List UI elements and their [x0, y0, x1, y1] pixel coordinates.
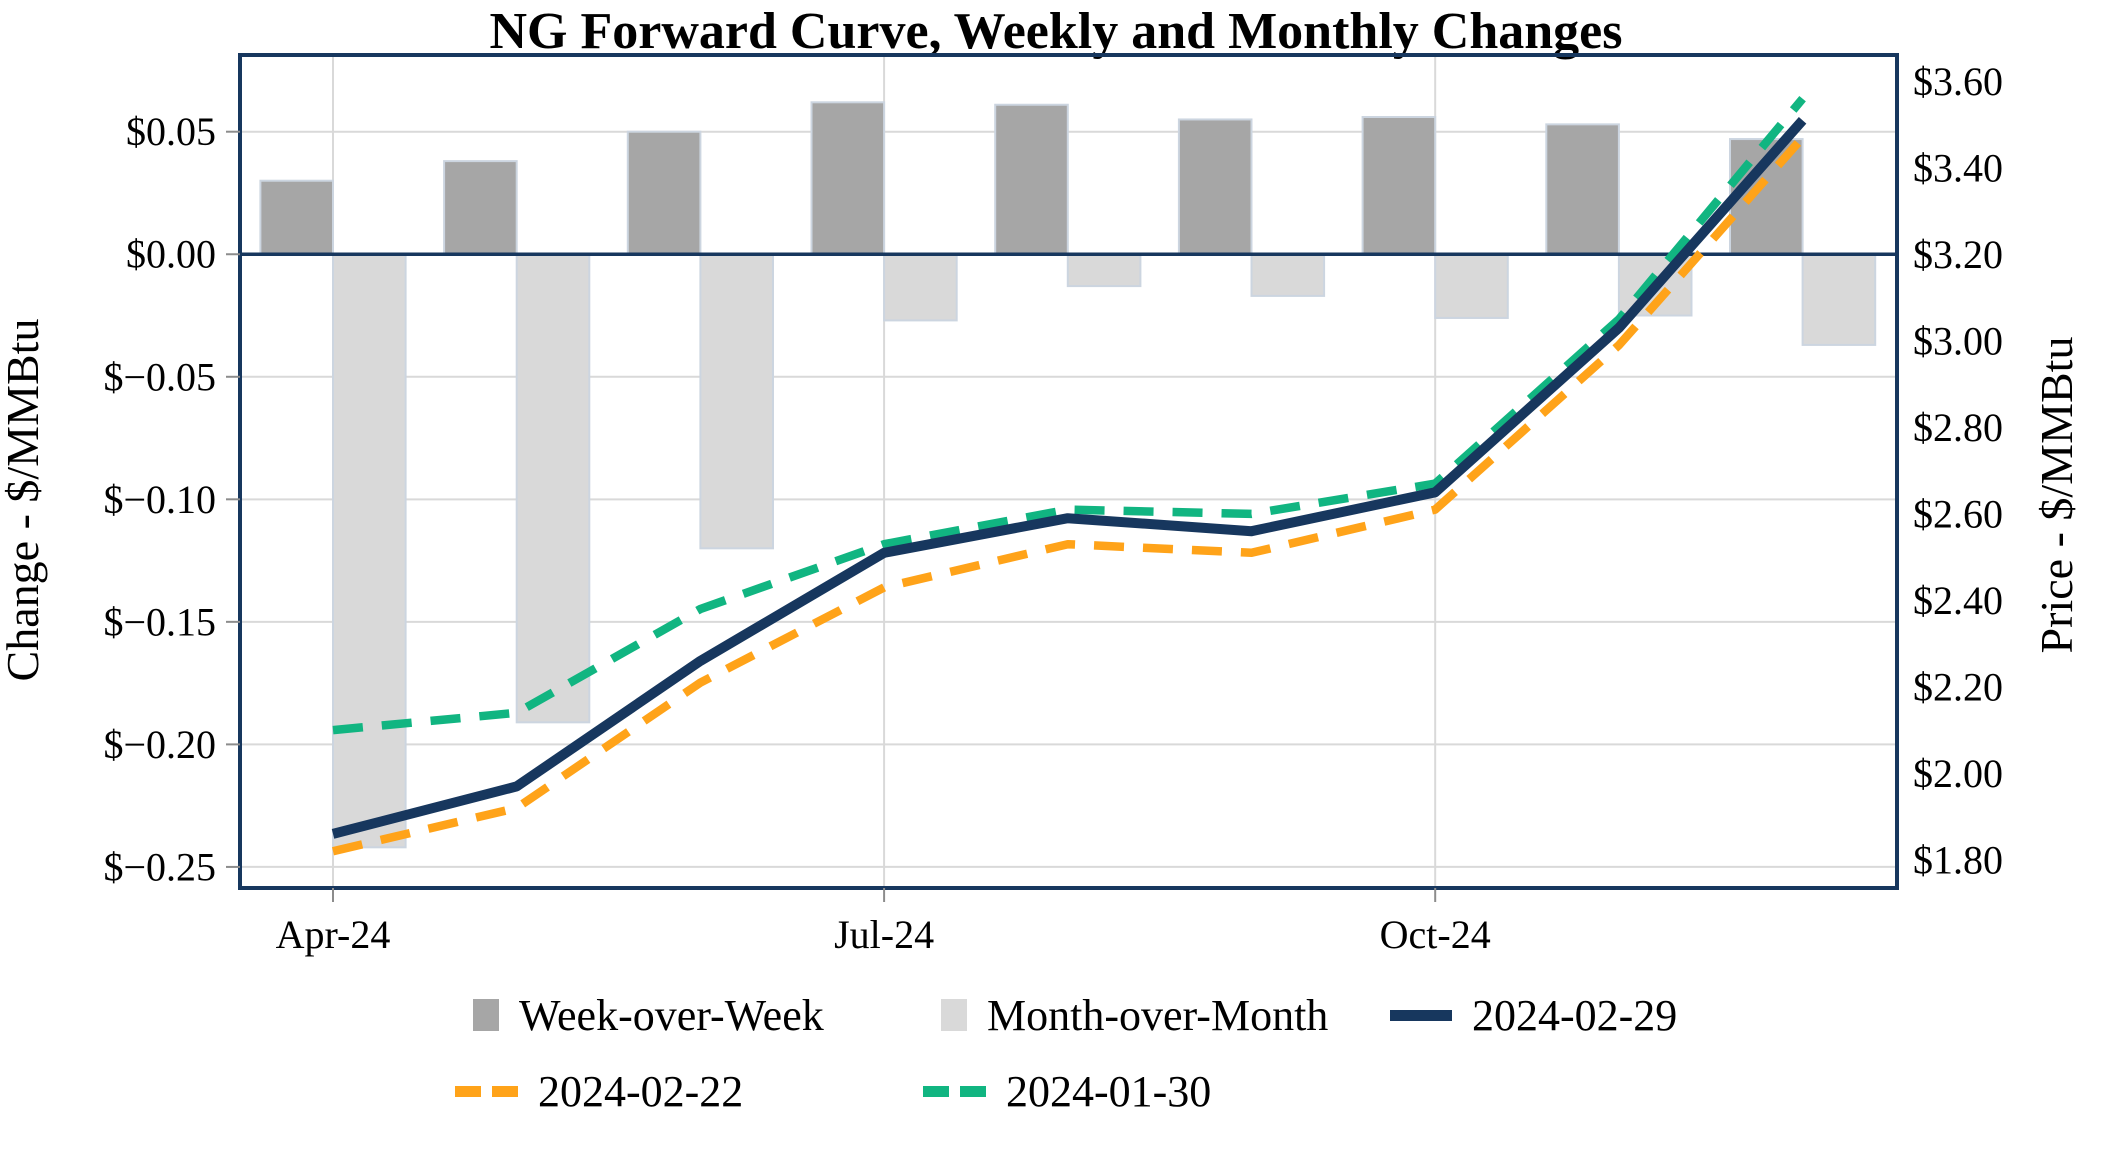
- right-axis-tick-label: $2.60: [1913, 491, 2003, 536]
- line-2024-02-22: [332, 134, 1806, 856]
- left-axis-tick-label: $−0.20: [103, 722, 216, 767]
- legend-item-2024-02-29: 2024-02-29: [1390, 989, 1677, 1041]
- legend-label: 2024-01-30: [1006, 1066, 1212, 1116]
- legend-label: Month-over-Month: [987, 990, 1329, 1040]
- right-axis-tick-label: $3.00: [1913, 318, 2003, 363]
- forward-curve-chart: $0.05 $0.00 $−0.05 $−0.10 $−0.15 $−0.20 $−0.25…: [0, 53, 2082, 957]
- left-axis-tick-label: $0.00: [126, 232, 216, 277]
- right-axis-tick-label: $1.80: [1913, 837, 2003, 882]
- bar-week-over-week-Nov-24: [1545, 123, 1620, 256]
- bar-month-over-month-Oct-24: [1434, 253, 1509, 319]
- legend-item-week-over-week: Week-over-Week: [473, 989, 824, 1041]
- right-axis-tick-label: $2.80: [1913, 405, 2003, 450]
- line-2024-02-29: [331, 116, 1807, 839]
- bar-month-over-month-Jul-24: [883, 253, 958, 322]
- bar-week-over-week-Jun-24: [626, 130, 702, 256]
- tick-marks: [226, 130, 1437, 902]
- left-axis-tick-label: $−0.10: [103, 477, 216, 522]
- legend-item-month-over-month: Month-over-Month: [941, 989, 1328, 1041]
- bar-week-over-week-Oct-24: [1361, 116, 1437, 256]
- plot-border: [238, 53, 1899, 890]
- bar-week-over-week-Apr-24: [259, 179, 334, 256]
- legend-label: 2024-02-29: [1472, 990, 1678, 1040]
- left-axis-tick-label: $−0.25: [103, 844, 216, 889]
- legend-label: 2024-02-22: [538, 1066, 744, 1116]
- legend-marker-month-over-month: [941, 999, 967, 1031]
- chart-title: NG Forward Curve, Weekly and Monthly Cha…: [489, 3, 1623, 60]
- right-axis-tick-label: $3.60: [1913, 59, 2003, 104]
- x-axis-tick-label: Apr-24: [276, 912, 391, 957]
- x-axis-tick-label: Oct-24: [1380, 912, 1491, 957]
- bar-week-over-week-Aug-24: [994, 103, 1069, 256]
- legend-marker-2024-02-22: [455, 1085, 518, 1097]
- legend-marker-2024-02-29: [1390, 1009, 1452, 1021]
- bar-month-over-month-Apr-24: [332, 253, 407, 849]
- legend-item-2024-02-22: 2024-02-22: [455, 1065, 743, 1117]
- bar-month-over-month-May-24: [515, 253, 591, 724]
- right-axis-tick-label: $2.00: [1913, 751, 2003, 796]
- right-axis-tick-label: $3.20: [1913, 232, 2003, 277]
- legend-label: Week-over-Week: [519, 990, 824, 1040]
- left-axis-title: Change - $/MMBtu: [0, 319, 48, 682]
- bar-week-over-week-Jul-24: [810, 101, 886, 256]
- left-axis-tick-label: $0.05: [126, 109, 216, 154]
- legend-item-2024-01-30: 2024-01-30: [923, 1065, 1211, 1117]
- bars-month-over-month: [332, 253, 1877, 849]
- right-axis-tick-label: $3.40: [1913, 145, 2003, 190]
- bar-month-over-month-Aug-24: [1066, 253, 1142, 288]
- left-axis-tick-label: $−0.05: [103, 354, 216, 399]
- right-axis-title: Price - $/MMBtu: [2031, 337, 2082, 654]
- x-axis-tick-label: Jul-24: [834, 912, 934, 957]
- bars-week-over-week: [259, 101, 1804, 256]
- right-axis-tick-label: $2.40: [1913, 578, 2003, 623]
- bar-week-over-week-Sep-24: [1177, 118, 1253, 256]
- left-axis-tick-label: $−0.15: [103, 599, 216, 644]
- line-2024-01-30: [332, 95, 1806, 735]
- legend-marker-week-over-week: [473, 999, 499, 1031]
- bar-month-over-month-Dec-24: [1801, 253, 1877, 346]
- bar-month-over-month-Jun-24: [699, 253, 775, 550]
- bar-week-over-week-May-24: [443, 160, 518, 256]
- bar-month-over-month-Sep-24: [1250, 253, 1326, 297]
- right-axis-tick-label: $2.20: [1913, 664, 2003, 709]
- legend-marker-2024-01-30: [923, 1085, 986, 1097]
